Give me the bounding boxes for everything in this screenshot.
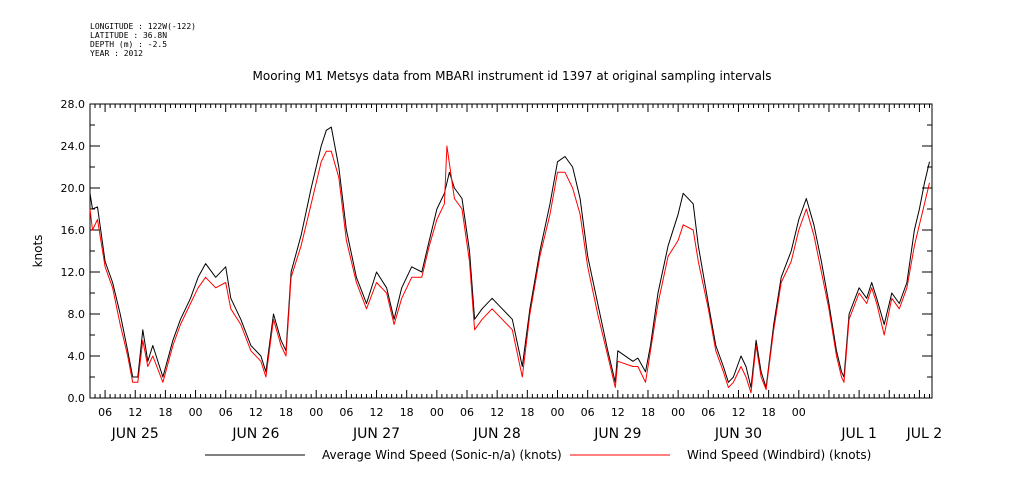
legend: Average Wind Speed (Sonic-n/a) (knots) Wi… <box>205 448 871 462</box>
y-axis-label: knots <box>31 235 45 268</box>
series-line-1 <box>89 126 930 388</box>
x-tick-label: 00 <box>430 406 444 419</box>
x-tick-label: 06 <box>460 406 474 419</box>
x-tick-label: 18 <box>400 406 414 419</box>
x-tick-label: 06 <box>339 406 353 419</box>
x-tick-label: 12 <box>370 406 384 419</box>
x-day-label: JUN 29 <box>593 426 641 442</box>
x-day-label: JUL 2 <box>906 426 943 442</box>
y-tick-label: 28.0 <box>61 98 86 111</box>
chart-title: Mooring M1 Metsys data from MBARI instru… <box>253 69 772 83</box>
series-layer <box>89 126 930 394</box>
y-tick-label: 16.0 <box>61 224 86 237</box>
y-tick-label: 0.0 <box>68 392 86 405</box>
x-tick-label: 18 <box>279 406 293 419</box>
meta-depth: DEPTH (m) : -2.5 <box>90 40 168 49</box>
series-line-2 <box>89 145 930 394</box>
x-tick-label: 18 <box>158 406 172 419</box>
x-tick-label: 00 <box>309 406 323 419</box>
x-day-label: JUL 1 <box>840 426 877 442</box>
x-tick-label: 18 <box>520 406 534 419</box>
x-tick-label: 12 <box>490 406 504 419</box>
x-tick-label: 12 <box>611 406 625 419</box>
x-tick-label: 12 <box>249 406 263 419</box>
legend-label-2: Wind Speed (Windbird) (knots) <box>687 448 871 462</box>
meta-longitude: LONGITUDE : 122W(-122) <box>90 22 196 31</box>
x-day-label: JUN 27 <box>352 426 400 442</box>
x-tick-label: 00 <box>792 406 806 419</box>
axes: 0.0 4.0 8.0 12.0 16.0 20.0 24.0 28.0 06 12 18 00 06 1… <box>61 98 943 442</box>
x-tick-label: 00 <box>671 406 685 419</box>
x-tick-label: 06 <box>98 406 112 419</box>
x-day-label: JUN 25 <box>111 426 159 442</box>
y-tick-label: 4.0 <box>68 350 86 363</box>
x-tick-label: 06 <box>581 406 595 419</box>
x-tick-label: 18 <box>762 406 776 419</box>
x-day-label: JUN 26 <box>231 426 279 442</box>
meta-year: YEAR : 2012 <box>90 49 143 58</box>
meta-latitude: LATITUDE : 36.8N <box>90 31 168 40</box>
y-tick-label: 12.0 <box>61 266 86 279</box>
y-tick-label: 8.0 <box>68 308 86 321</box>
x-tick-label: 12 <box>731 406 745 419</box>
legend-label-1: Average Wind Speed (Sonic-n/a) (knots) <box>322 448 562 462</box>
x-tick-label: 18 <box>641 406 655 419</box>
x-tick-label: 00 <box>550 406 564 419</box>
y-tick-label: 24.0 <box>61 140 86 153</box>
x-tick-label: 06 <box>701 406 715 419</box>
x-tick-label: 06 <box>219 406 233 419</box>
y-tick-label: 20.0 <box>61 182 86 195</box>
x-day-label: JUN 28 <box>473 426 521 442</box>
x-day-label: JUN 30 <box>714 426 762 442</box>
x-tick-label: 12 <box>128 406 142 419</box>
plot-frame <box>89 103 933 399</box>
x-tick-label: 00 <box>189 406 203 419</box>
